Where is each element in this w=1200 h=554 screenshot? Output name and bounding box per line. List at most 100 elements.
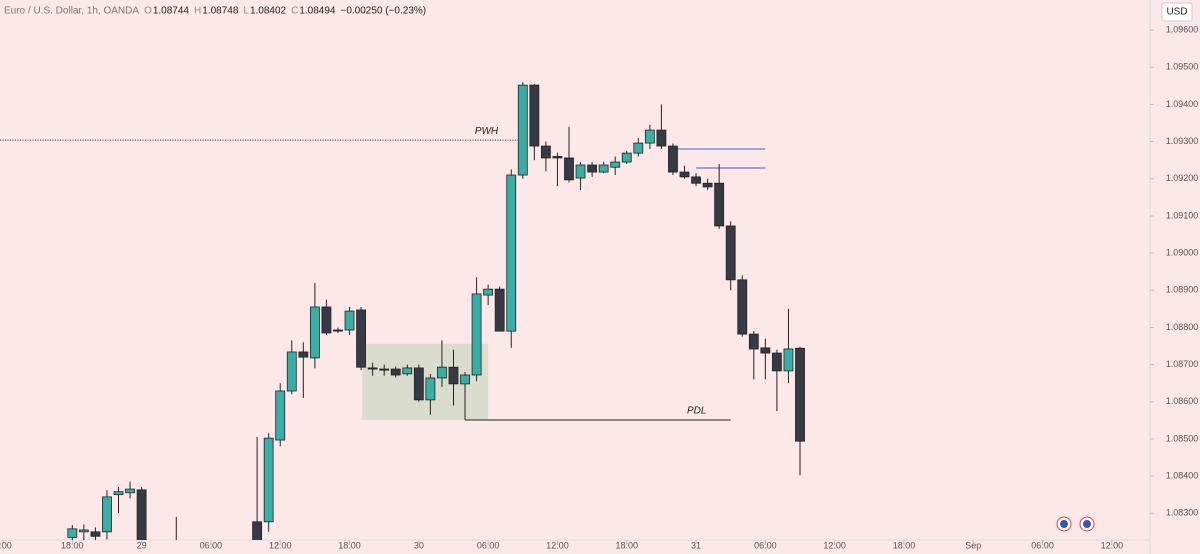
x-tick-label: 18:00	[615, 540, 638, 550]
candle-body	[252, 521, 263, 540]
candle-body	[90, 531, 101, 537]
candle-body	[621, 152, 632, 163]
y-tick-label: 1.09100	[1166, 210, 1199, 220]
candle-body	[644, 129, 655, 144]
candle-body	[668, 145, 678, 173]
candle-body	[494, 288, 505, 332]
x-tick-label: 12:00	[269, 540, 292, 550]
x-tick-label: 06:00	[1031, 540, 1054, 550]
candle-body	[263, 437, 274, 523]
ohlc-value: 1.08748	[202, 6, 239, 17]
y-tick-label: 1.08700	[1166, 359, 1199, 369]
annotation-label: PWH	[475, 126, 499, 137]
ohlc-letter: L	[243, 6, 249, 17]
x-tick-label: 18:00	[338, 540, 361, 550]
header-title: Euro / U.S. Dollar, 1h, OANDA	[4, 6, 139, 17]
candle-body	[552, 156, 563, 159]
x-tick-label: 30	[414, 540, 424, 550]
candle-body	[286, 351, 297, 392]
x-tick-label: 06:00	[200, 540, 223, 550]
candle-body	[125, 488, 135, 494]
candle-body	[587, 164, 598, 173]
currency-box	[1161, 2, 1193, 22]
candle-body	[113, 491, 124, 496]
x-tick-label: Sep	[965, 540, 981, 550]
candle-body	[390, 368, 401, 376]
x-tick-label: 06:00	[754, 540, 777, 550]
candle-body	[298, 351, 309, 358]
candle-body	[540, 145, 551, 159]
y-tick-label: 1.08600	[1166, 396, 1199, 406]
candle-body	[795, 347, 805, 442]
candle-body	[471, 293, 482, 376]
ohlc-letter: H	[194, 6, 201, 17]
candle-body	[402, 367, 413, 375]
candle-body	[633, 142, 644, 154]
y-tick-label: 1.09200	[1166, 173, 1199, 183]
annotation-label: PDL	[687, 406, 706, 417]
candle-body	[321, 306, 332, 334]
candle-body	[760, 347, 771, 354]
candle-body	[737, 279, 748, 335]
y-tick-label: 1.08400	[1166, 470, 1199, 480]
event-icon-core	[1083, 520, 1091, 528]
x-tick-label: 12:00	[546, 540, 569, 550]
y-tick-label: 1.08800	[1166, 322, 1199, 332]
candle-body	[564, 157, 574, 181]
ohlc-value: 1.08494	[299, 6, 336, 17]
candle-body	[725, 225, 736, 281]
plot: PWH PDL	[0, 82, 805, 540]
candle-body	[460, 374, 470, 385]
candle-body	[136, 489, 147, 540]
ohlc-value: 1.08744	[153, 6, 190, 17]
candle-body	[275, 390, 286, 441]
ohlc-letter: C	[291, 6, 298, 17]
x-tick-label: 06:00	[477, 540, 500, 550]
x-tick-label: 2:00	[0, 540, 12, 550]
candle-body	[483, 288, 494, 296]
event-icons	[1056, 516, 1095, 532]
candle-body	[425, 377, 436, 401]
candle-body	[356, 309, 366, 368]
header: Euro / U.S. Dollar, 1h, OANDA O 1.08744 H 1.…	[4, 6, 426, 17]
x-tick-label: 12:00	[823, 540, 846, 550]
candle-body	[367, 367, 378, 370]
x-tick-label: 12:00	[1101, 540, 1124, 550]
candle-body	[437, 366, 447, 379]
axes: 1.09600 1.09500 1.09400 1.09300 1.09200 1.091…	[0, 24, 1198, 550]
candle-body	[309, 306, 320, 359]
candle-body	[333, 329, 343, 332]
x-tick-label: 31	[691, 540, 701, 550]
y-tick-label: 1.08500	[1166, 433, 1199, 443]
candle-body	[772, 352, 782, 372]
change: −0.00250 (−0.23%)	[341, 6, 427, 17]
candle-body	[67, 528, 78, 538]
candle-body	[610, 161, 621, 168]
candle-body	[575, 164, 586, 179]
y-tick-label: 1.09400	[1166, 99, 1199, 109]
event-icon-core	[1060, 520, 1068, 528]
candle-body	[656, 129, 667, 147]
candle-body	[691, 176, 701, 184]
y-tick-label: 1.09600	[1166, 24, 1199, 34]
y-tick-label: 1.08300	[1166, 508, 1199, 518]
candle-body	[102, 496, 112, 533]
candle-body	[702, 182, 713, 188]
y-tick-label: 1.09500	[1166, 62, 1199, 72]
currency: USD	[1166, 7, 1187, 18]
candle-body	[517, 84, 528, 176]
candle-body	[598, 164, 609, 173]
y-tick-label: 1.09000	[1166, 247, 1199, 257]
candle-body	[783, 348, 794, 372]
candle-body	[748, 333, 759, 350]
x-tick-label: 18:00	[61, 540, 84, 550]
candle-body	[78, 529, 89, 533]
y-tick-label: 1.08900	[1166, 285, 1199, 295]
candle-body	[506, 174, 517, 332]
ohlc-value: 1.08402	[250, 6, 287, 17]
candle-body	[448, 366, 459, 385]
candle-body	[679, 171, 690, 178]
candle-body	[714, 182, 725, 227]
